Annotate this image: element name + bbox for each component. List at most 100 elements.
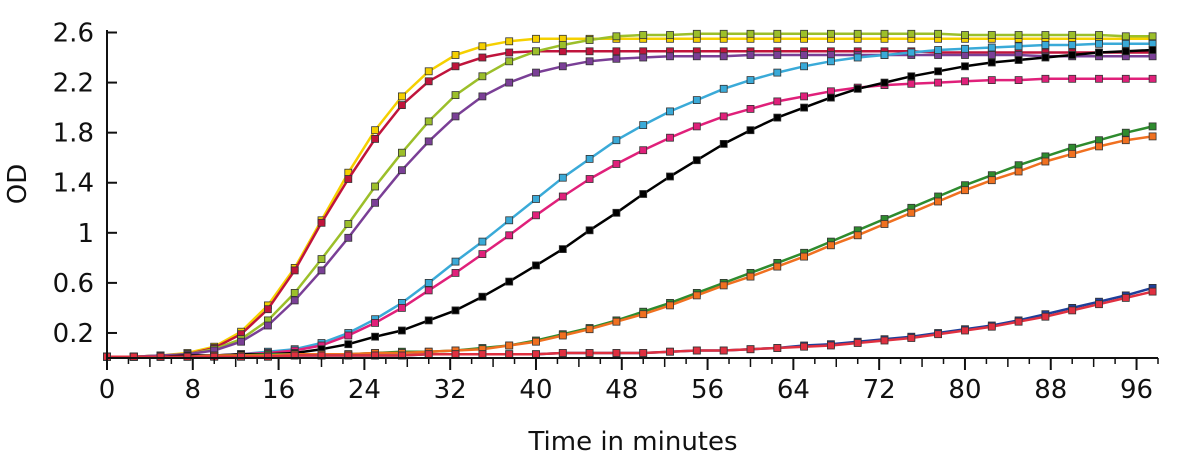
data-point: [397, 92, 406, 101]
data-point: [585, 349, 594, 357]
data-point: [612, 32, 621, 41]
data-point: [853, 53, 862, 62]
data-point: [558, 349, 567, 357]
y-axis-title: OD: [3, 164, 33, 205]
data-point: [907, 48, 916, 57]
x-axis-ticks: 0 8 16 24 32 40 48 56 64 72 80 88 96: [99, 358, 1159, 405]
data-point: [666, 347, 674, 356]
data-point: [585, 226, 594, 235]
data-point: [1121, 39, 1130, 48]
x-tick-label: 24: [348, 375, 381, 405]
data-point: [371, 134, 380, 143]
series-line: [107, 37, 1153, 358]
data-point: [1014, 167, 1023, 176]
data-point: [692, 52, 701, 61]
data-point: [639, 190, 648, 198]
data-point: [853, 231, 862, 240]
data-point: [692, 346, 701, 355]
y-tick-label: 1.4: [53, 169, 94, 199]
data-point: [827, 57, 835, 66]
data-point: [558, 331, 567, 340]
data-point: [1148, 132, 1157, 141]
data-point: [880, 51, 889, 59]
data-point: [639, 349, 648, 357]
data-point: [558, 62, 567, 71]
data-point: [317, 255, 326, 264]
data-point: [746, 345, 755, 354]
data-point: [719, 112, 728, 121]
data-point: [612, 54, 621, 63]
data-point: [344, 340, 353, 349]
data-point: [853, 29, 862, 38]
data-point: [1095, 300, 1103, 309]
data-point: [692, 29, 701, 38]
data-point: [1148, 74, 1157, 83]
data-point: [773, 51, 782, 59]
data-point: [827, 93, 835, 102]
data-point: [800, 29, 808, 38]
data-point: [612, 349, 621, 357]
data-point: [344, 331, 353, 340]
data-point: [880, 336, 889, 345]
data-point: [1068, 306, 1077, 315]
data-point: [585, 175, 594, 183]
series-line: [107, 50, 1153, 358]
data-point: [532, 68, 540, 77]
series-11: [103, 287, 1157, 361]
data-point: [800, 252, 808, 261]
data-point: [666, 301, 674, 310]
data-point: [558, 245, 567, 254]
y-tick-label: 1: [77, 219, 94, 249]
data-point: [746, 105, 755, 113]
data-point: [853, 339, 862, 347]
x-tick-label: 8: [185, 375, 202, 405]
data-point: [746, 272, 755, 281]
data-point: [585, 47, 594, 56]
series-3: [103, 29, 1157, 361]
data-point: [987, 58, 996, 67]
data-point: [934, 330, 942, 339]
data-point: [961, 326, 969, 335]
data-point: [585, 325, 594, 334]
data-point: [397, 326, 406, 335]
data-point: [451, 62, 460, 71]
data-point: [451, 91, 460, 99]
x-tick-label: 48: [605, 375, 638, 405]
data-point: [237, 352, 246, 361]
x-tick-label: 56: [691, 375, 724, 405]
data-point: [719, 29, 728, 38]
data-point: [880, 78, 889, 87]
data-point: [290, 288, 299, 297]
data-point: [451, 306, 460, 315]
data-point: [505, 341, 514, 350]
data-point: [505, 48, 514, 57]
data-point: [827, 29, 835, 38]
data-point: [719, 84, 728, 93]
data-point: [692, 96, 701, 104]
series-line: [107, 42, 1153, 358]
data-point: [505, 277, 514, 286]
data-point: [961, 31, 969, 39]
data-point: [290, 296, 299, 305]
data-point: [317, 218, 326, 227]
data-point: [1095, 31, 1103, 39]
data-point: [1121, 47, 1130, 56]
data-point: [1041, 31, 1050, 39]
data-point: [907, 29, 916, 38]
data-point: [1068, 74, 1077, 83]
x-tick-label: 40: [519, 375, 552, 405]
data-point: [800, 51, 808, 59]
data-point: [424, 137, 433, 146]
data-point: [1014, 56, 1023, 64]
data-point: [987, 51, 996, 59]
data-point: [1068, 51, 1077, 59]
data-point: [987, 76, 996, 84]
data-point: [263, 305, 272, 314]
data-point: [505, 57, 514, 66]
data-point: [532, 211, 540, 220]
data-point: [478, 250, 487, 259]
data-point: [478, 292, 487, 301]
data-point: [505, 37, 514, 46]
data-point: [183, 352, 192, 361]
